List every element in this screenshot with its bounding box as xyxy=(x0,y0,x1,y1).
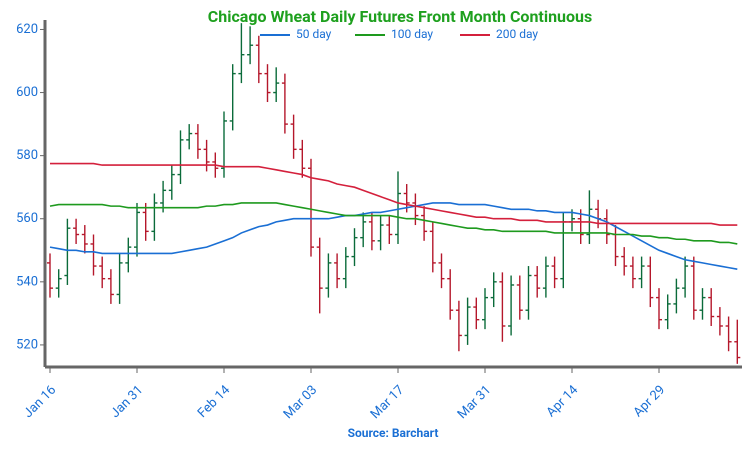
x-tick-label: Mar 03 xyxy=(281,383,320,422)
y-tick-label: 600 xyxy=(16,85,38,100)
legend-label: 100 day xyxy=(391,27,433,41)
y-tick-label: 560 xyxy=(16,211,38,226)
legend-label: 50 day xyxy=(296,27,332,41)
legend-label: 200 day xyxy=(496,27,538,41)
source: Source: Barchart xyxy=(348,426,439,440)
y-tick-label: 520 xyxy=(16,337,38,352)
y-tick-label: 540 xyxy=(16,274,38,289)
x-tick-label: Jan 31 xyxy=(108,383,146,421)
moving-average-line xyxy=(49,202,738,245)
y-tick-label: 620 xyxy=(16,22,38,37)
x-tick-label: Apr 29 xyxy=(631,383,668,420)
x-tick-label: Apr 14 xyxy=(544,382,582,420)
moving-average-line xyxy=(49,202,738,270)
x-tick-label: Jan 16 xyxy=(21,383,59,421)
moving-average-line xyxy=(50,162,738,226)
x-tick-label: Mar 17 xyxy=(368,383,407,422)
y-tick-label: 580 xyxy=(16,148,38,163)
chart-title: Chicago Wheat Daily Futures Front Month … xyxy=(208,7,592,26)
x-tick-label: Mar 31 xyxy=(455,383,494,422)
x-tick-label: Feb 14 xyxy=(195,382,234,421)
